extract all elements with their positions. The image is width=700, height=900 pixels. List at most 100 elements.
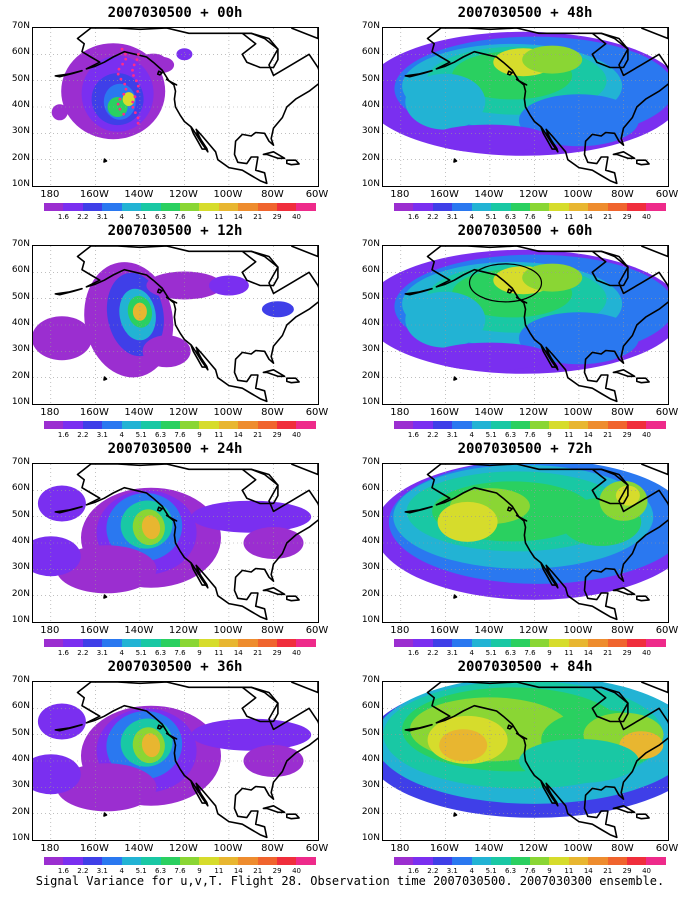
colorbar-swatch <box>646 421 666 429</box>
longitude-tick-label: 60W <box>305 189 329 200</box>
colorbar-tick-label: 14 <box>233 867 243 875</box>
latitude-tick-label: 50N <box>11 509 30 520</box>
panel-title: 2007030500 + 48h <box>457 5 593 21</box>
colorbar-tick-label: 1.6 <box>57 213 69 221</box>
colorbar-tick-label: 29 <box>622 213 632 221</box>
colorbar-tick-label: 9 <box>197 431 202 439</box>
longitude-tick-label: 180 <box>40 843 60 854</box>
colorbar <box>44 857 316 865</box>
longitude-tick-label: 160W <box>79 625 109 636</box>
colorbar-swatch <box>296 639 316 647</box>
colorbar-swatch <box>44 857 64 865</box>
longitude-tick-label: 60W <box>655 843 679 854</box>
latitude-tick-label: 50N <box>11 291 30 302</box>
colorbar-tick-label: 4 <box>469 867 474 875</box>
latitude-tick-label: 40N <box>11 754 30 764</box>
colorbar-swatch <box>238 857 258 865</box>
colorbar-labels: 1.6 2.2 3.1 4 5.1 6.3 7.6 9 11 14 21 29 40 <box>394 213 666 223</box>
colorbar-swatch <box>257 857 278 865</box>
colorbar-swatch <box>179 639 200 647</box>
colorbar-tick-label: 21 <box>253 431 263 439</box>
colorbar-swatch <box>218 421 239 429</box>
colorbar-tick-label: 11 <box>214 867 224 875</box>
colorbar-swatch <box>568 857 589 865</box>
colorbar-tick-label: 14 <box>583 649 593 657</box>
colorbar-swatch <box>549 857 569 865</box>
map-plot <box>32 681 319 841</box>
longitude-tick-label: 80W <box>261 407 284 418</box>
colorbar-swatch <box>529 639 550 647</box>
colorbar-swatch <box>394 857 414 865</box>
colorbar-swatch <box>179 421 200 429</box>
latitude-tick-label: 40N <box>361 754 380 764</box>
colorbar-swatch <box>160 639 180 647</box>
colorbar-tick-label: 2.2 <box>427 649 439 657</box>
latitude-tick-label: 20N <box>11 370 30 381</box>
colorbar-swatch <box>607 639 628 647</box>
colorbar-swatch <box>413 857 433 865</box>
colorbar-swatch <box>549 203 569 211</box>
colorbar-tick-label: 6.3 <box>154 867 167 875</box>
map-plot <box>32 245 319 405</box>
colorbar-tick-label: 3.1 <box>446 213 458 221</box>
colorbar <box>394 421 666 429</box>
colorbar-tick-label: 6.3 <box>504 213 517 221</box>
colorbar-tick-label: 40 <box>292 213 302 221</box>
colorbar-tick-label: 29 <box>272 213 282 221</box>
colorbar-swatch <box>296 857 316 865</box>
colorbar-tick-label: 40 <box>292 649 302 657</box>
colorbar-swatch <box>296 421 316 429</box>
colorbar <box>394 639 666 647</box>
colorbar-swatch <box>277 421 297 429</box>
latitude-tick-label: 30N <box>361 780 380 791</box>
colorbar-tick-label: 2.2 <box>77 431 89 439</box>
colorbar-swatch <box>277 203 297 211</box>
colorbar-swatch <box>218 203 239 211</box>
colorbar-swatch <box>63 857 83 865</box>
latitude-tick-label: 10N <box>11 833 30 843</box>
colorbar-tick-label: 4 <box>469 649 474 657</box>
colorbar-swatch <box>471 857 492 865</box>
latitude-tick-label: 30N <box>11 344 30 355</box>
latitude-tick-label: 30N <box>361 562 380 573</box>
longitude-tick-label: 180 <box>40 407 60 418</box>
colorbar-tick-label: 6.3 <box>504 649 517 657</box>
longitude-tick-label: 120W <box>518 407 548 418</box>
latitude-tick-label: 20N <box>11 806 30 817</box>
colorbar-swatch <box>413 639 433 647</box>
longitude-tick-label: 120W <box>518 625 548 636</box>
colorbar-swatch <box>413 203 433 211</box>
longitude-tick-label: 180 <box>40 625 60 636</box>
colorbar-labels: 1.6 2.2 3.1 4 5.1 6.3 7.6 9 11 14 21 29 40 <box>44 213 316 223</box>
colorbar-tick-label: 14 <box>233 649 243 657</box>
colorbar-tick-label: 1.6 <box>57 649 69 657</box>
longitude-tick-label: 80W <box>261 843 284 854</box>
colorbar-tick-label: 29 <box>622 649 632 657</box>
colorbar-swatch <box>452 857 472 865</box>
longitude-tick-label: 100W <box>563 843 593 854</box>
latitude-tick-label: 10N <box>361 179 380 189</box>
latitude-tick-label: 10N <box>361 833 380 843</box>
longitude-tick-label: 180 <box>40 189 60 200</box>
map-plot <box>32 27 319 187</box>
longitude-tick-label: 160W <box>79 407 109 418</box>
colorbar-swatch <box>63 639 83 647</box>
latitude-tick-label: 20N <box>361 152 380 163</box>
colorbar-tick-label: 6.3 <box>504 431 517 439</box>
colorbar-tick-label: 3.1 <box>96 649 108 657</box>
colorbar-swatch <box>471 639 492 647</box>
longitude-tick-label: 120W <box>168 843 198 854</box>
longitude-tick-label: 140W <box>124 407 154 418</box>
colorbar-tick-label: 7.6 <box>524 213 536 221</box>
colorbar-tick-label: 3.1 <box>96 213 108 221</box>
colorbar-swatch <box>491 639 511 647</box>
colorbar-swatch <box>179 203 200 211</box>
colorbar-swatch <box>121 639 142 647</box>
colorbar-swatch <box>160 857 180 865</box>
latitude-tick-label: 50N <box>11 73 30 84</box>
colorbar-tick-label: 40 <box>292 867 302 875</box>
figure-caption: Signal Variance for u,v,T. Flight 28. Ob… <box>35 874 665 888</box>
latitude-tick-label: 10N <box>11 615 30 625</box>
colorbar-tick-label: 4 <box>469 213 474 221</box>
colorbar-tick-label: 1.6 <box>57 867 69 875</box>
